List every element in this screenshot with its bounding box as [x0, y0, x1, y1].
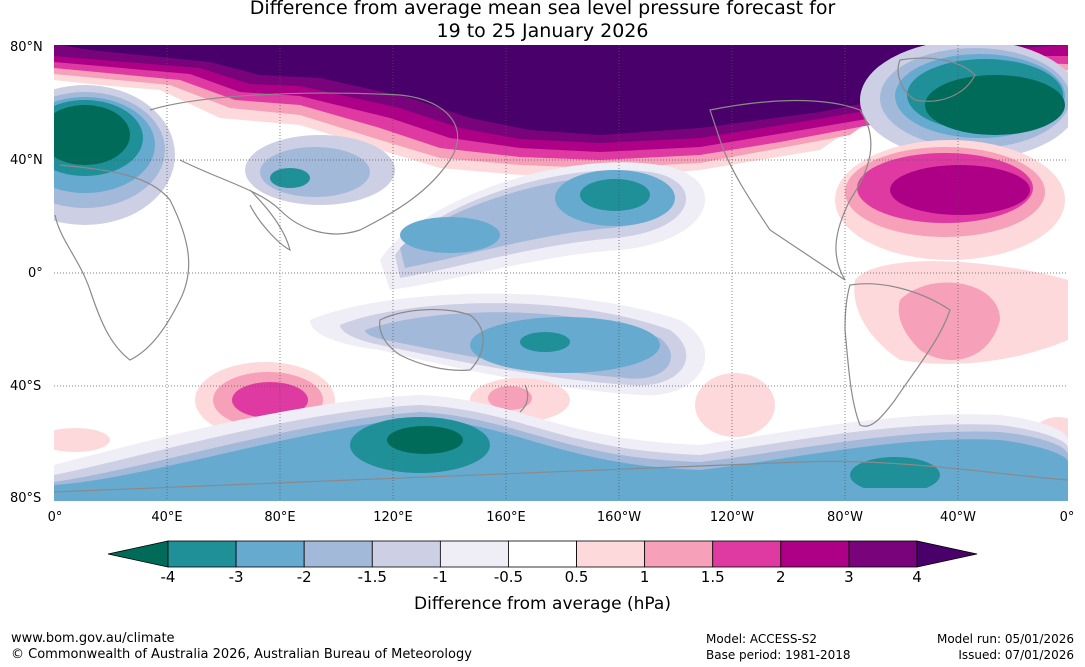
lat-label-40s: 40°S	[10, 379, 42, 394]
colorbar-tick-label: 2	[776, 568, 786, 586]
colorbar-tick-label: -4	[160, 568, 176, 586]
eurasia-outline	[149, 92, 459, 235]
india-outline	[249, 189, 291, 252]
greenland-outline	[897, 57, 976, 102]
asia-negative-core	[270, 168, 310, 188]
lon-label-160e: 160°E	[486, 510, 526, 525]
map-title-line-1: Difference from average mean sea level p…	[249, 0, 836, 19]
europe-negative-core	[54, 105, 130, 165]
colorbar-segment--3_-2	[235, 540, 305, 568]
south-atlantic-positive-1	[898, 282, 1000, 360]
footer-model: Model: ACCESS-S2	[706, 632, 818, 646]
tasman-positive-core	[488, 386, 532, 410]
colorbar-segment-2_3	[780, 540, 850, 568]
new-zealand-outline	[519, 384, 529, 413]
colorbar-segment-3_4	[848, 540, 918, 568]
footer-model-run: Model run: 05/01/2026	[936, 632, 1074, 646]
footer-copyright: © Commonwealth of Australia 2026, Austra…	[11, 647, 472, 662]
colorbar-tick-label: 4	[912, 568, 922, 586]
indian-positive-core	[232, 382, 308, 418]
south-pacific-positive	[695, 373, 775, 437]
gridlines	[54, 45, 1068, 501]
colorbar-segment-1.5_2	[712, 540, 782, 568]
footer-issued: Issued: 07/01/2026	[958, 648, 1074, 662]
anomaly-field	[54, 45, 1068, 501]
footer-website[interactable]: www.bom.gov.au/climate	[11, 631, 175, 646]
colorbar-tick-label: -0.5	[493, 568, 524, 586]
north-pacific-negative-core	[580, 179, 650, 211]
colorbar-tick-label: -3	[228, 568, 244, 586]
colorbar-segment--0.5_0.5	[508, 540, 577, 568]
colorbar-segment--1_-0.5	[439, 540, 509, 568]
australia-outline	[379, 308, 484, 371]
colorbar-tick-label: -1	[432, 568, 448, 586]
colorbar-segment--4_-3	[167, 540, 237, 568]
colorbar-segment-1_1.5	[644, 540, 714, 568]
colorbar-segment--1.5_-1	[371, 540, 441, 568]
colorbar-title: Difference from average (hPa)	[414, 594, 671, 614]
indian-minor-positive	[54, 428, 110, 452]
lon-label-0: 0°	[47, 510, 63, 525]
south-pacific-negative-core	[520, 332, 570, 352]
lon-label-120w: 120°W	[709, 510, 755, 525]
colorbar-segment--2_-1.5	[303, 540, 373, 568]
colorbar-extend-high	[916, 540, 978, 568]
colorbar-segment-0.5_1	[576, 540, 646, 568]
lat-label-40n: 40°N	[10, 153, 43, 168]
atlantic-positive-core	[890, 165, 1030, 215]
africa-outline	[54, 164, 190, 361]
lon-label-40e: 40°E	[151, 510, 183, 525]
coastlines	[54, 57, 1068, 493]
colorbar	[107, 540, 978, 568]
north-pacific-negative-3	[400, 217, 500, 253]
lat-label-80s: 80°S	[10, 491, 42, 506]
southern-ocean-negative-core	[387, 426, 463, 454]
colorbar-tick-label: 0.5	[564, 568, 589, 586]
colorbar-extend-low	[107, 540, 169, 568]
lat-label-equator: 0°	[28, 266, 43, 281]
colorbar-tick-label: -1.5	[357, 568, 387, 586]
lon-label-80w: 80°W	[827, 510, 863, 525]
colorbar-tick-label: 3	[844, 568, 854, 586]
north-america-outline	[709, 99, 872, 281]
lon-label-160w: 160°W	[596, 510, 642, 525]
colorbar-tick-label: -2	[296, 568, 312, 586]
colorbar-tick-label: 1	[639, 568, 650, 586]
lon-label-40w: 40°W	[940, 510, 976, 525]
lon-label-120e: 120°E	[373, 510, 413, 525]
southern-ocean-negative-3	[54, 418, 1068, 501]
antarctic-negative-patch	[850, 457, 940, 493]
north-atlantic-negative-core	[925, 75, 1065, 135]
map-title-line-2: 19 to 25 January 2026	[436, 20, 649, 42]
arctic-positive-anomaly-core	[60, 45, 1000, 135]
footer-base-period: Base period: 1981-2018	[706, 648, 851, 662]
south-america-outline	[844, 283, 951, 427]
lat-label-80n: 80°N	[10, 40, 43, 55]
antarctic-band	[54, 488, 1068, 501]
colorbar-tick-label: 1.5	[700, 568, 725, 586]
lon-label-0-east: 0°	[1059, 510, 1075, 525]
antarctica-outline	[54, 460, 1068, 493]
lon-label-80e: 80°E	[264, 510, 296, 525]
